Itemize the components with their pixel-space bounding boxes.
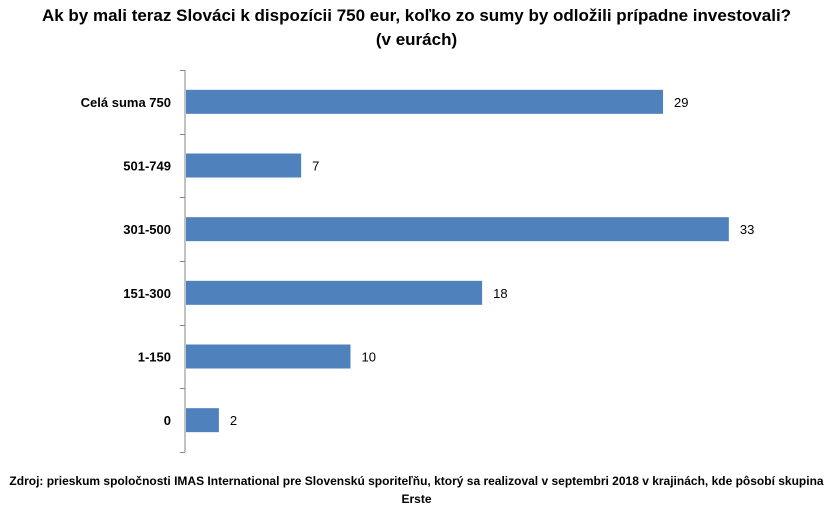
category-label: 0 [164,413,171,428]
chart-title-main: Ak by mali teraz Slováci k dispozícii 75… [41,6,792,25]
category-label: 301-500 [123,222,171,237]
bar [186,344,351,369]
category-label: 1-150 [138,350,171,365]
data-label: 18 [493,286,507,301]
data-label: 33 [740,222,754,237]
chart-source-note: Zdroj: prieskum spoločnosti IMAS Interna… [9,474,824,506]
category-label: 151-300 [123,286,171,301]
data-label: 29 [674,95,688,110]
bar [186,153,302,178]
data-label: 10 [362,350,376,365]
bar [186,89,664,114]
category-label: 501-749 [123,159,171,174]
chart-subtitle: (v eurách) [375,30,458,49]
bar [186,280,483,305]
data-label: 7 [312,159,319,174]
chart-title: Ak by mali teraz Slováci k dispozícii 75… [0,4,833,52]
category-label: Celá suma 750 [81,95,171,110]
bar [186,408,219,433]
data-label: 2 [230,413,237,428]
bar [186,217,729,242]
